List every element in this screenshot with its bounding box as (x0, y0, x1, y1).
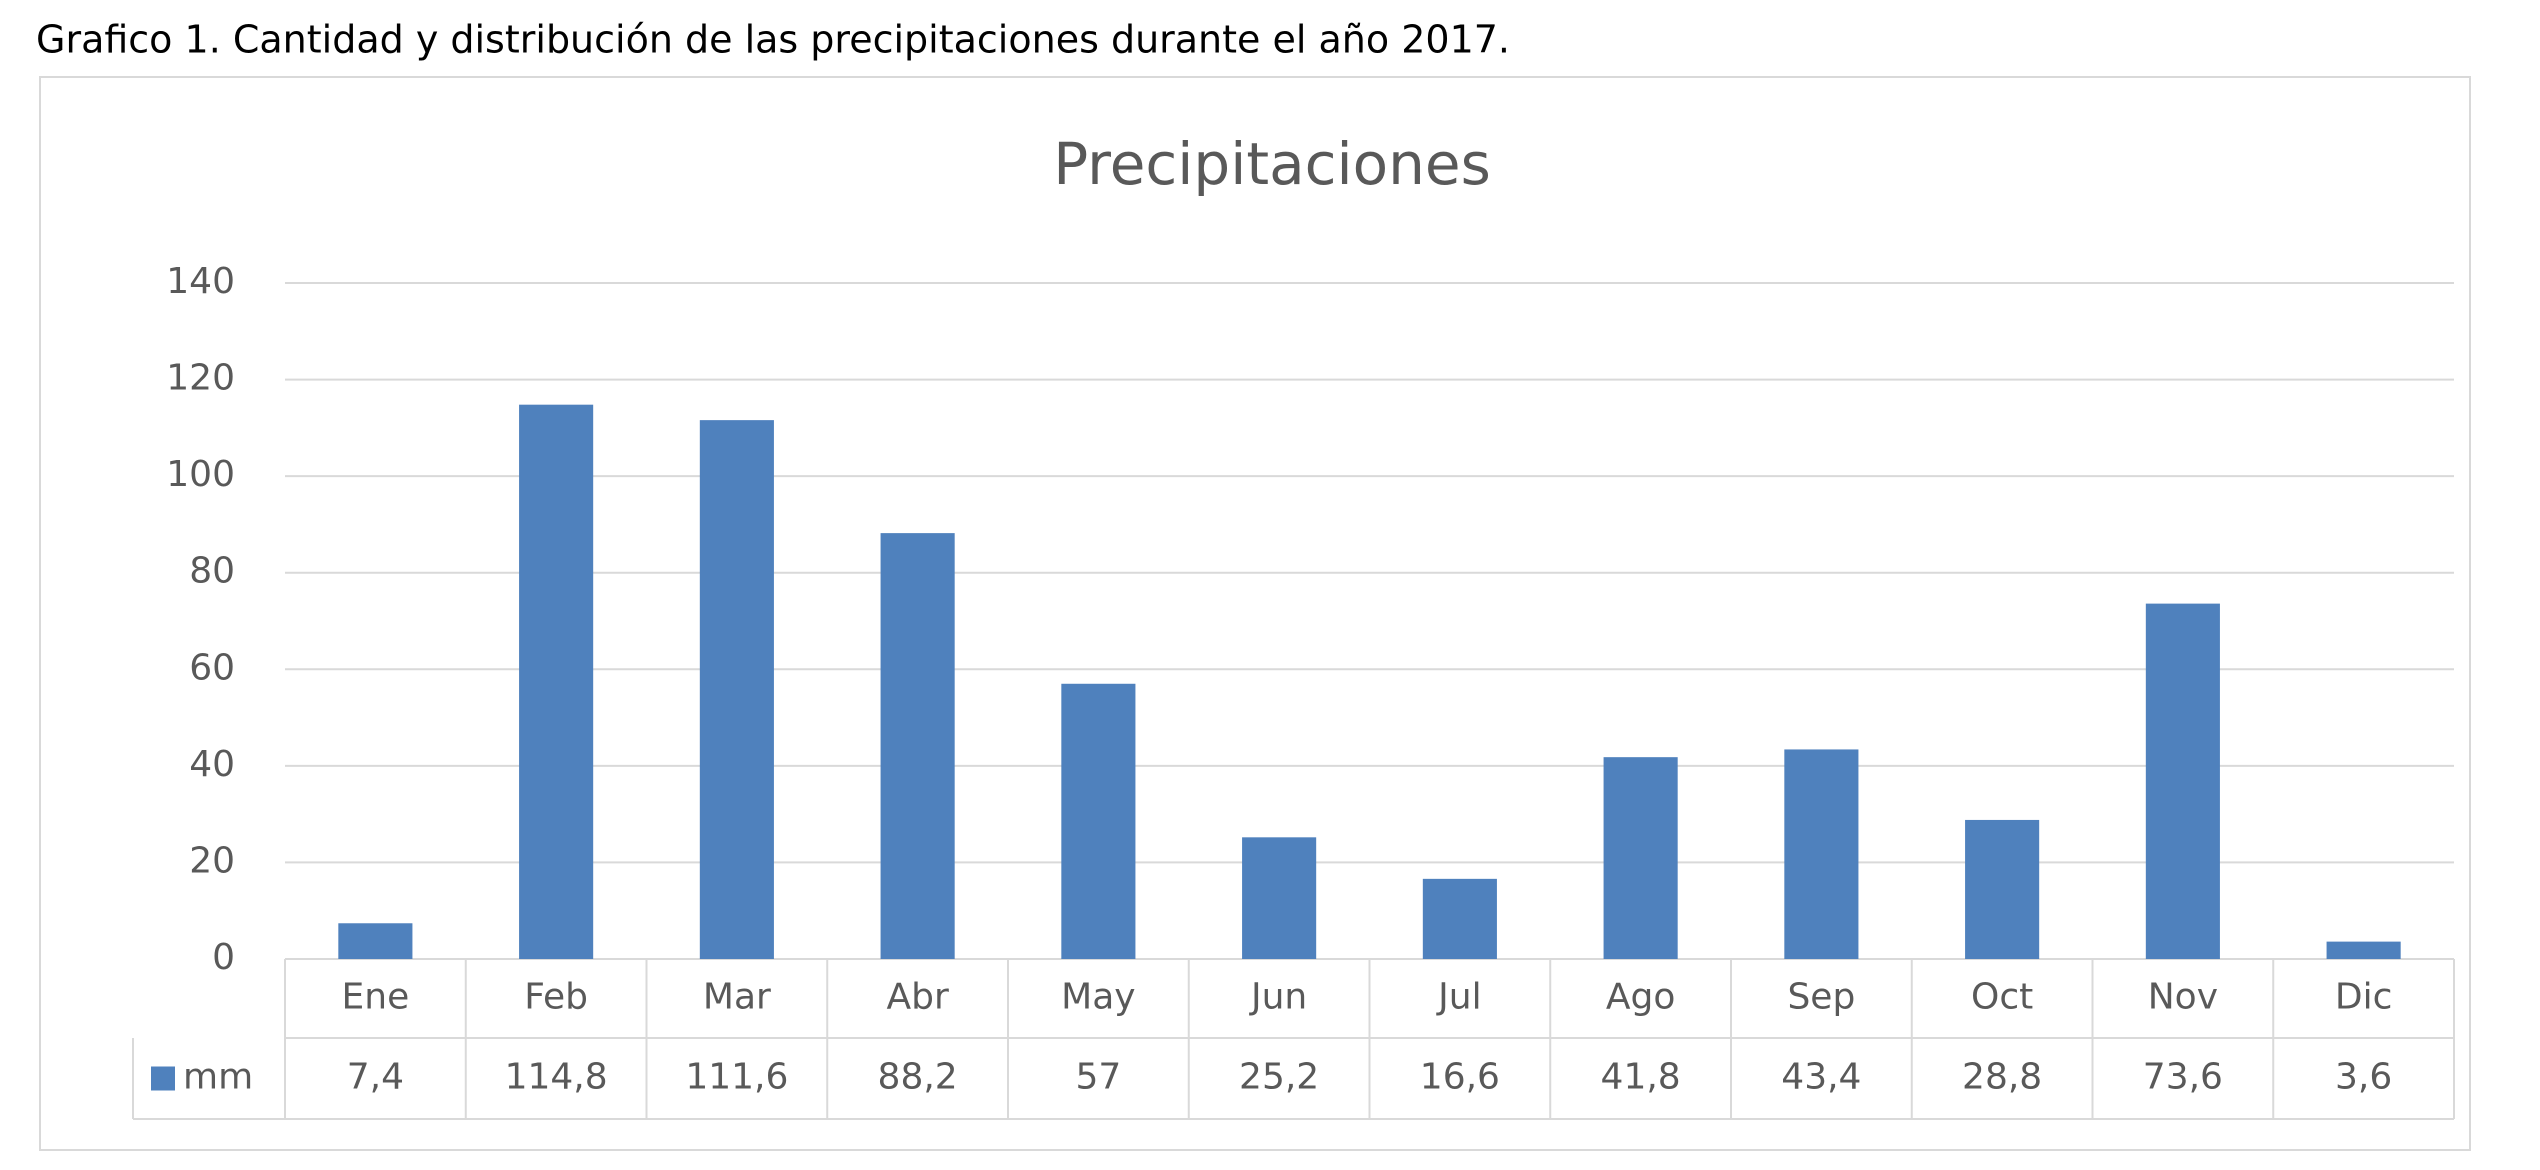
y-tick-label: 60 (189, 647, 235, 688)
legend-key (151, 1066, 175, 1091)
bar (519, 404, 594, 959)
x-tick-label: Sep (1787, 977, 1855, 1018)
x-tick-label: Jul (1436, 977, 1481, 1018)
table-value: 3,6 (2335, 1057, 2392, 1098)
table-value: 114,8 (505, 1057, 608, 1098)
table-value: 25,2 (1239, 1057, 1319, 1098)
bar (2145, 603, 2220, 959)
bar (1965, 819, 2040, 959)
x-tick-label: Mar (703, 977, 771, 1018)
bar (1242, 837, 1317, 959)
x-tick-label: Dic (2335, 977, 2393, 1018)
bar (1061, 683, 1136, 959)
chart-title: Precipitaciones (1053, 130, 1491, 198)
bar (699, 420, 774, 959)
x-tick-label: May (1061, 977, 1135, 1018)
x-tick-label: Feb (524, 977, 588, 1018)
bar (1422, 878, 1497, 959)
y-tick-label: 100 (166, 454, 235, 495)
legend-label: mm (183, 1057, 253, 1098)
x-tick-label: Ago (1606, 977, 1676, 1018)
table-value: 111,6 (685, 1057, 788, 1098)
bar (880, 533, 955, 959)
x-tick-label: Nov (2148, 977, 2218, 1018)
table-value: 88,2 (878, 1057, 958, 1098)
table-value: 7,4 (347, 1057, 404, 1098)
bar (2326, 941, 2401, 959)
table-value: 57 (1075, 1057, 1121, 1098)
bar (1784, 749, 1859, 959)
table-value: 43,4 (1781, 1057, 1861, 1098)
table-value: 28,8 (1962, 1057, 2042, 1098)
y-tick-label: 20 (189, 840, 235, 881)
table-value: 41,8 (1601, 1057, 1681, 1098)
table-value: 73,6 (2143, 1057, 2223, 1098)
bar (1603, 757, 1678, 959)
x-tick-label: Oct (1971, 977, 2033, 1018)
y-tick-label: 140 (166, 261, 235, 302)
table-value: 16,6 (1420, 1057, 1500, 1098)
chart-frame (39, 76, 2471, 1151)
y-tick-label: 40 (189, 744, 235, 785)
y-tick-label: 80 (189, 551, 235, 592)
x-tick-label: Jun (1249, 977, 1307, 1018)
x-tick-label: Ene (342, 977, 410, 1018)
x-tick-label: Abr (886, 977, 948, 1018)
bar (338, 923, 413, 959)
y-tick-label: 0 (212, 937, 235, 978)
y-tick-label: 120 (166, 358, 235, 399)
caption: Grafico 1. Cantidad y distribución de la… (36, 18, 1510, 62)
